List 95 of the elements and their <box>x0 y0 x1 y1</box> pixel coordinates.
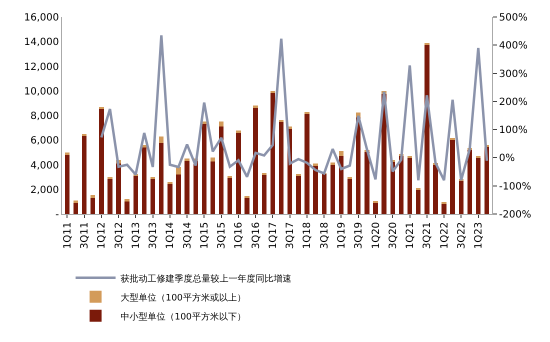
bar <box>176 174 181 214</box>
bar <box>458 180 464 214</box>
x-tick-label: 1Q14 <box>165 222 176 249</box>
bar <box>330 164 336 214</box>
y-tick-label: 10,000 <box>24 86 59 98</box>
y-tick-label: - <box>55 210 60 220</box>
bar <box>313 166 318 214</box>
x-tick-label: 1Q13 <box>130 222 142 249</box>
bar <box>373 202 378 214</box>
x-tick-label: 3Q12 <box>114 222 125 249</box>
bar <box>202 124 207 214</box>
bar <box>338 151 344 156</box>
x-tick-label: 3Q16 <box>250 222 262 249</box>
x-tick-label: 1Q16 <box>234 222 245 249</box>
bar <box>184 158 190 162</box>
bar <box>176 167 181 175</box>
bar <box>244 198 250 214</box>
bar <box>322 174 326 214</box>
legend-label: 获批动工修建季度总量较上一年度同比增速 <box>120 273 292 284</box>
bar <box>142 148 147 214</box>
y-tick-label: 12,000 <box>24 62 59 73</box>
x-tick-label: 1Q18 <box>302 222 314 249</box>
bar <box>150 178 156 214</box>
bar <box>228 178 232 214</box>
bar <box>253 106 258 108</box>
bar <box>184 161 190 214</box>
bar <box>442 204 446 214</box>
x-tick-label: 1Q20 <box>370 222 382 249</box>
x-tick-label: 3Q17 <box>285 222 296 249</box>
x-tick-label: 3Q14 <box>182 222 194 249</box>
y-tick-label: 14,000 <box>24 37 59 48</box>
bar <box>407 157 412 214</box>
x-tick-label: 1Q12 <box>96 222 108 249</box>
y-tick-label: 6,000 <box>30 136 59 147</box>
x-tick-label: 1Q22 <box>439 222 450 249</box>
bar <box>64 154 70 214</box>
bar <box>116 164 121 214</box>
x-tick-label: 1Q17 <box>268 222 279 249</box>
legend-label: 大型单位（100平方米或以上） <box>120 292 246 304</box>
y2-tick-label: -100% <box>499 181 532 192</box>
bar <box>347 178 352 214</box>
bar <box>433 164 438 214</box>
y-tick-label: 2,000 <box>30 184 59 196</box>
y-tick-label: 16,000 <box>24 12 59 24</box>
legend-label: 中小型单位（100平方米以下） <box>120 311 246 322</box>
y2-tick-label: 200% <box>499 96 528 108</box>
x-tick-label: 3Q22 <box>456 222 468 249</box>
bar <box>159 136 164 144</box>
bar <box>253 108 258 214</box>
x-tick-label: 3Q15 <box>216 222 228 249</box>
bar <box>124 202 130 214</box>
bar <box>236 130 241 133</box>
x-tick-label: 1Q11 <box>62 222 74 249</box>
y2-tick-label: 0% <box>499 153 515 164</box>
bar <box>73 202 78 214</box>
bar <box>364 152 370 214</box>
x-tick-label: 3Q11 <box>80 222 91 249</box>
bar <box>296 175 301 214</box>
line-series <box>100 34 488 182</box>
x-tick-label: 3Q19 <box>354 222 365 249</box>
y2-tick-label: 300% <box>499 68 528 80</box>
x-tick-label: 1Q19 <box>336 222 348 249</box>
bar <box>168 183 172 214</box>
bar <box>90 198 96 214</box>
x-tick-label: 1Q23 <box>474 222 485 249</box>
bar <box>90 194 96 198</box>
x-tick-label: 1Q15 <box>199 222 210 249</box>
bar <box>476 158 481 214</box>
bar <box>218 122 224 127</box>
bar <box>450 140 455 214</box>
bar <box>73 200 78 203</box>
bar <box>304 113 310 214</box>
y-tick-label: 8,000 <box>30 111 59 122</box>
x-tick-label: 3Q21 <box>422 222 434 249</box>
bar <box>278 122 284 214</box>
y-tick-label: 4,000 <box>30 160 59 172</box>
x-tick-label: 1Q21 <box>405 222 416 249</box>
bar <box>108 178 112 214</box>
y2-tick-label: 400% <box>499 40 528 52</box>
x-tick-label: 3Q18 <box>319 222 330 249</box>
x-tick-label: 3Q13 <box>148 222 160 249</box>
bar <box>124 199 130 202</box>
bar <box>99 108 104 214</box>
bar <box>159 143 164 214</box>
y2-tick-label: 100% <box>499 125 528 136</box>
bar <box>416 190 421 214</box>
bar <box>64 152 70 155</box>
bar <box>236 132 241 214</box>
y2-tick-label: 500% <box>499 12 528 24</box>
bar <box>133 176 138 214</box>
bar <box>262 174 267 214</box>
x-tick-label: 3Q20 <box>388 222 399 249</box>
bar <box>82 136 87 214</box>
bar <box>210 162 216 214</box>
y2-tick-label: -200% <box>499 210 532 220</box>
